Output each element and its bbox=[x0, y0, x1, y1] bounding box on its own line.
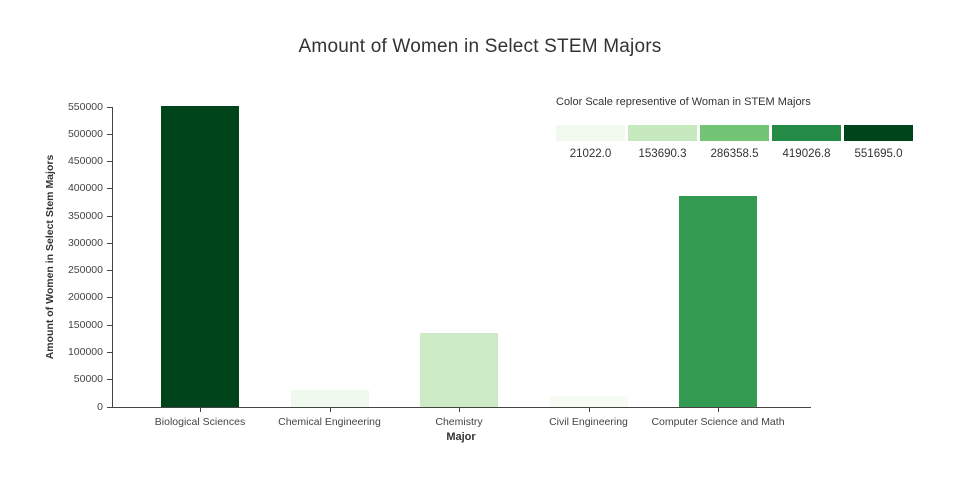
bar-chemistry[interactable] bbox=[420, 333, 498, 407]
x-axis-title: Major bbox=[446, 431, 476, 443]
y-tick-mark bbox=[107, 242, 112, 244]
y-tick-label: 300000 bbox=[67, 236, 103, 249]
y-tick-label: 0 bbox=[97, 400, 103, 413]
y-tick-label: 450000 bbox=[67, 155, 103, 168]
y-tick-mark bbox=[107, 106, 112, 108]
y-tick-mark bbox=[107, 406, 112, 408]
y-tick-mark bbox=[107, 324, 112, 326]
y-tick-mark bbox=[107, 297, 112, 299]
legend-value-label: 419026.8 bbox=[782, 148, 831, 160]
legend-swatch bbox=[844, 125, 913, 141]
y-tick-label: 550000 bbox=[67, 100, 103, 113]
legend-swatches bbox=[556, 125, 918, 141]
y-tick-label: 250000 bbox=[67, 264, 103, 277]
chart-title: Amount of Women in Select STEM Majors bbox=[298, 36, 662, 57]
legend-value-label: 21022.0 bbox=[569, 148, 612, 160]
y-tick-mark bbox=[107, 215, 112, 217]
y-tick-label: 150000 bbox=[67, 318, 103, 331]
x-tick-label: Civil Engineering bbox=[549, 416, 628, 428]
legend-value-label: 551695.0 bbox=[854, 148, 903, 160]
y-tick-mark bbox=[107, 133, 112, 135]
y-axis-title: Amount of Women in Select Stem Majors bbox=[44, 154, 56, 360]
y-tick-label: 350000 bbox=[67, 209, 103, 222]
y-tick-label: 400000 bbox=[67, 182, 103, 195]
bar-computer-science-and-math[interactable] bbox=[679, 196, 757, 407]
color-scale-legend: Color Scale representive of Woman in STE… bbox=[556, 96, 918, 160]
y-tick-mark bbox=[107, 161, 112, 163]
bar-civil-engineering[interactable] bbox=[549, 395, 628, 407]
x-tick-label: Chemistry bbox=[435, 416, 483, 428]
legend-labels: 21022.0 153690.3 286358.5 419026.8 551695.0 bbox=[556, 148, 918, 160]
y-tick-mark bbox=[107, 270, 112, 272]
y-tick-mark bbox=[107, 188, 112, 190]
y-tick-mark bbox=[107, 379, 112, 381]
legend-swatch bbox=[628, 125, 697, 141]
bar-chemical-engineering[interactable] bbox=[290, 389, 369, 407]
x-tick-mark bbox=[718, 407, 719, 412]
x-tick-mark bbox=[200, 407, 201, 412]
x-tick-label: Chemical Engineering bbox=[278, 416, 381, 428]
legend-value-label: 286358.5 bbox=[710, 148, 759, 160]
x-tick-mark bbox=[329, 407, 331, 412]
y-tick-label: 50000 bbox=[73, 373, 103, 386]
legend-title: Color Scale representive of Woman in STE… bbox=[556, 96, 811, 108]
y-tick-label: 100000 bbox=[67, 345, 103, 358]
y-tick-label: 500000 bbox=[67, 127, 103, 140]
legend-swatch bbox=[700, 125, 769, 141]
x-tick-mark bbox=[459, 407, 460, 412]
legend-swatch bbox=[556, 125, 625, 141]
x-tick-label: Computer Science and Math bbox=[651, 416, 785, 428]
y-tick-label: 200000 bbox=[67, 291, 103, 304]
plot-area: 0 50000 100000 150000 200000 250000 300000 3500… bbox=[68, 101, 811, 428]
legend-value-label: 153690.3 bbox=[638, 148, 687, 160]
bar-biological-sciences[interactable] bbox=[161, 106, 239, 407]
y-tick-mark bbox=[107, 351, 112, 353]
x-tick-mark bbox=[588, 407, 590, 412]
x-tick-label: Biological Sciences bbox=[154, 416, 246, 428]
legend-swatch bbox=[772, 125, 841, 141]
